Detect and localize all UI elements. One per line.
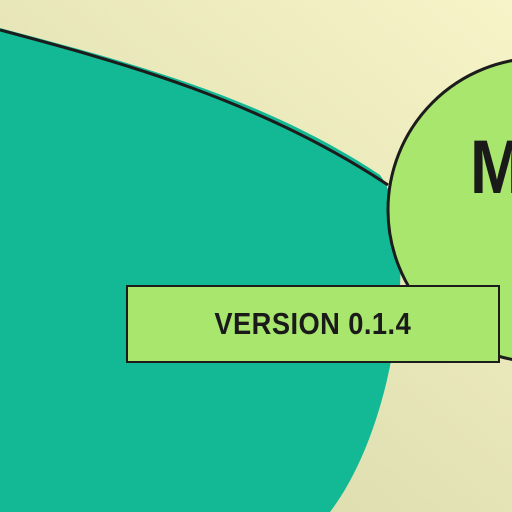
version-badge: VERSION 0.1.4	[126, 285, 500, 363]
blob-outline	[0, 28, 389, 187]
version-label: VERSION 0.1.4	[214, 306, 412, 341]
circle-letter: M	[470, 130, 512, 206]
green-circle	[386, 59, 512, 361]
badge-fill	[126, 285, 500, 363]
teal-blob	[0, 28, 401, 512]
